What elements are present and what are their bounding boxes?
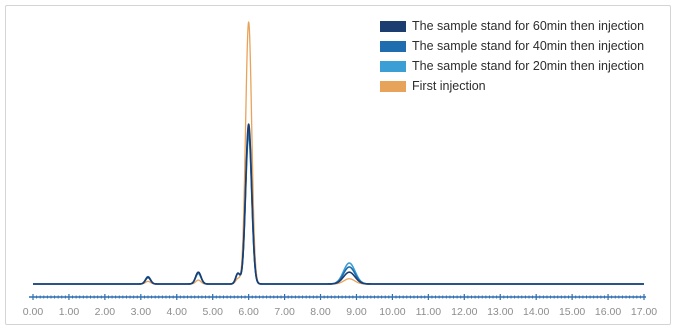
x-tick-label: 5.00 xyxy=(202,306,223,318)
x-tick-label: 13.00 xyxy=(487,306,513,318)
x-tick-label: 2.00 xyxy=(95,306,116,318)
legend-swatch xyxy=(380,20,406,32)
x-tick-label: 15.00 xyxy=(559,306,585,318)
x-tick-label: 7.00 xyxy=(274,306,295,318)
legend-label: The sample stand for 60min then injectio… xyxy=(412,19,645,33)
x-tick-label: 16.00 xyxy=(595,306,621,318)
series-line-1 xyxy=(32,133,645,285)
x-tick-label: 4.00 xyxy=(167,306,188,318)
x-tick-label: 12.00 xyxy=(451,306,477,318)
x-tick-label: 9.00 xyxy=(346,306,367,318)
x-tick-label: 1.00 xyxy=(59,306,80,318)
legend-item: The sample stand for 40min then injectio… xyxy=(380,36,644,56)
legend-swatch xyxy=(380,80,406,92)
legend-item: The sample stand for 60min then injectio… xyxy=(380,16,644,36)
x-tick-label: 8.00 xyxy=(310,306,331,318)
x-tick-label: 0.00 xyxy=(23,306,44,318)
legend-swatch xyxy=(380,60,406,72)
legend-label: The sample stand for 40min then injectio… xyxy=(412,39,645,53)
series-layer xyxy=(32,21,645,285)
x-tick-label: 11.00 xyxy=(416,306,442,318)
x-tick-label: 6.00 xyxy=(238,306,259,318)
legend-item: The sample stand for 20min then injectio… xyxy=(380,56,644,76)
x-tick-label: 3.00 xyxy=(131,306,152,318)
legend-item: First injection xyxy=(380,76,644,96)
legend-label: The sample stand for 20min then injectio… xyxy=(412,59,645,73)
x-tick-label: 10.00 xyxy=(379,306,405,318)
x-tick-label: 17.00 xyxy=(631,306,657,318)
legend: The sample stand for 60min then injectio… xyxy=(380,16,644,96)
x-axis: 0.00 1.00 2.00 3.00 4.00 5.00 6.00 7.00 8.00 9.00… xyxy=(23,294,657,318)
series-line-3 xyxy=(32,123,645,285)
chart-frame xyxy=(5,5,671,325)
x-tick-label: 14.00 xyxy=(523,306,549,318)
legend-label: First injection xyxy=(412,79,486,93)
series-line-2 xyxy=(32,128,645,285)
legend-swatch xyxy=(380,40,406,52)
